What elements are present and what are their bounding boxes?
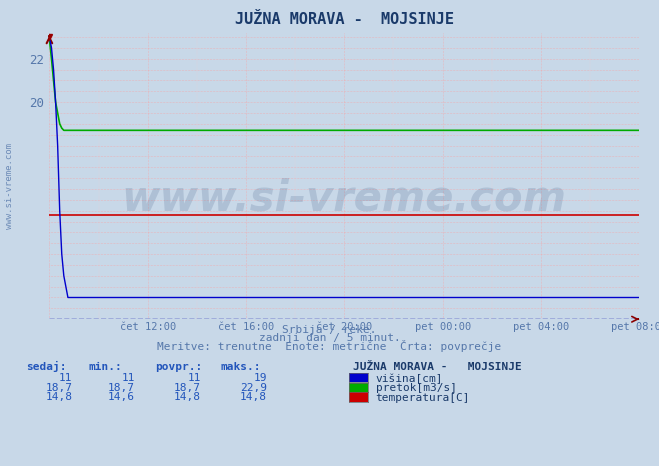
- Text: 22,9: 22,9: [240, 383, 267, 392]
- Text: višina[cm]: višina[cm]: [376, 373, 443, 384]
- Text: 14,6: 14,6: [108, 392, 135, 402]
- Text: Meritve: trenutne  Enote: metrične  Črta: povprečje: Meritve: trenutne Enote: metrične Črta: …: [158, 340, 501, 351]
- Text: 14,8: 14,8: [174, 392, 201, 402]
- Text: 18,7: 18,7: [45, 383, 72, 392]
- Text: 18,7: 18,7: [174, 383, 201, 392]
- Text: 11: 11: [188, 373, 201, 383]
- Text: sedaj:: sedaj:: [26, 362, 67, 372]
- Text: povpr.:: povpr.:: [155, 363, 202, 372]
- Text: zadnji dan / 5 minut.: zadnji dan / 5 minut.: [258, 333, 401, 343]
- Text: 14,8: 14,8: [240, 392, 267, 402]
- Text: maks.:: maks.:: [221, 363, 261, 372]
- Text: min.:: min.:: [89, 363, 123, 372]
- Text: www.si-vreme.com: www.si-vreme.com: [122, 178, 567, 220]
- Text: www.si-vreme.com: www.si-vreme.com: [5, 144, 14, 229]
- Text: 19: 19: [254, 373, 267, 383]
- Text: temperatura[C]: temperatura[C]: [376, 393, 470, 403]
- Text: pretok[m3/s]: pretok[m3/s]: [376, 383, 457, 393]
- Text: Srbija / reke.: Srbija / reke.: [282, 325, 377, 335]
- Text: JUŽNA MORAVA -   MOJSINJE: JUŽNA MORAVA - MOJSINJE: [353, 363, 521, 372]
- Text: 11: 11: [122, 373, 135, 383]
- Text: 11: 11: [59, 373, 72, 383]
- Text: 14,8: 14,8: [45, 392, 72, 402]
- Text: 18,7: 18,7: [108, 383, 135, 392]
- Title: JUŽNA MORAVA -  MOJSINJE: JUŽNA MORAVA - MOJSINJE: [235, 12, 454, 27]
